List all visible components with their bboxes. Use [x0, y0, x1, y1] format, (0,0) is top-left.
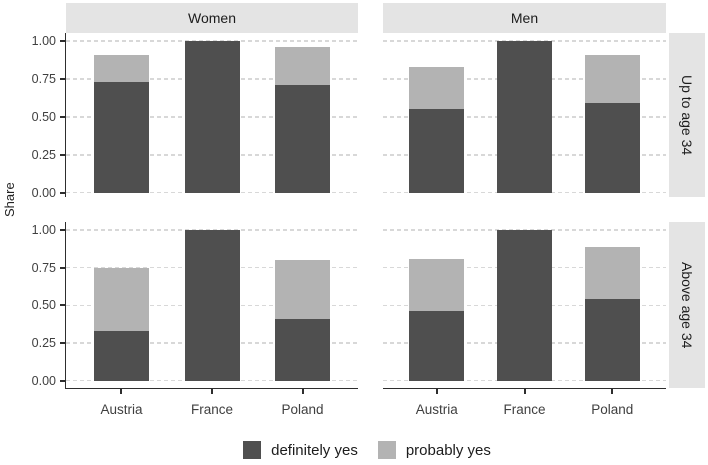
y-tick-label: 0.25 [31, 147, 56, 162]
x-axis-men: Austria France Poland [383, 389, 666, 419]
y-tick-mark [60, 40, 65, 42]
bar-poland-probably-yes [584, 54, 640, 104]
x-tick-label: France [190, 402, 234, 417]
y-axis-row-2: 0.00 0.25 0.50 0.75 1.00 [0, 222, 66, 388]
legend: definitely yes probably yes [0, 441, 708, 459]
legend-item-definitely-yes: definitely yes [243, 441, 358, 459]
bar-france-definitely-yes [497, 41, 552, 193]
y-tick-mark [60, 379, 65, 382]
bar-austria-probably-yes [93, 267, 149, 331]
legend-swatch-definitely-yes [243, 441, 262, 459]
x-tick-mark [611, 389, 614, 394]
y-tick-label: 1.00 [31, 223, 56, 237]
y-tick-mark [60, 191, 65, 194]
y-tick-mark [60, 304, 65, 307]
bar-austria-definitely-yes [93, 81, 149, 193]
facet-strip-up-to-age-34: Up to age 34 [669, 33, 705, 197]
legend-item-probably-yes: probably yes [377, 441, 491, 459]
facet-strip-women: Women [66, 3, 358, 33]
facet-strip-up-to-age-34-label: Up to age 34 [679, 74, 695, 156]
bar-austria-definitely-yes [93, 330, 149, 381]
legend-label-probably-yes: probably yes [405, 441, 491, 459]
x-tick-label: France [503, 402, 546, 417]
bar-austria-probably-yes [409, 66, 465, 110]
bar-poland-probably-yes [275, 47, 331, 85]
gridline [66, 191, 358, 194]
y-tick-label: 0.75 [31, 260, 56, 275]
gridline [66, 379, 358, 382]
x-axis-women: Austria France Poland [66, 389, 358, 419]
x-tick-label: Poland [281, 402, 324, 417]
legend-swatch-probably-yes [377, 441, 396, 459]
bar-poland-definitely-yes [275, 84, 331, 193]
bar-poland-definitely-yes [584, 299, 640, 381]
bar-austria-definitely-yes [409, 109, 465, 193]
x-tick-mark [301, 389, 304, 394]
x-tick-label: Austria [100, 402, 143, 417]
bar-france-definitely-yes [184, 41, 240, 193]
panel-men-above-age-34 [383, 222, 666, 388]
bar-france-definitely-yes [184, 230, 240, 381]
y-tick-label: 0.75 [31, 71, 56, 86]
y-tick-label: 0.50 [31, 298, 56, 313]
x-tick-mark [523, 389, 526, 394]
facet-strip-above-age-34: Above age 34 [669, 222, 705, 388]
legend-label-definitely-yes: definitely yes [271, 441, 358, 459]
panel-women-above-age-34 [66, 222, 358, 388]
x-axis-line-women [64, 387, 358, 389]
x-tick-mark [435, 389, 438, 394]
x-tick-mark [211, 389, 213, 394]
y-tick-mark [60, 115, 65, 118]
bar-poland-probably-yes [275, 260, 331, 319]
bar-austria-probably-yes [409, 258, 465, 312]
y-tick-label: 0.50 [31, 109, 56, 124]
y-axis-line-row-1 [64, 33, 67, 197]
bar-poland-definitely-yes [584, 103, 640, 193]
bar-austria-definitely-yes [409, 311, 465, 381]
bar-austria-probably-yes [93, 54, 149, 82]
facet-strip-men: Men [383, 3, 666, 33]
panel-men-up-to-age-34 [383, 33, 666, 197]
y-tick-mark [60, 77, 65, 80]
y-tick-label: 0.00 [31, 185, 56, 200]
gridline [383, 191, 666, 194]
x-axis-line-men [383, 387, 666, 389]
facet-strip-above-age-34-label: Above age 34 [679, 261, 695, 349]
x-tick-label: Poland [591, 402, 634, 417]
y-axis-line-row-2 [64, 222, 67, 388]
bar-poland-definitely-yes [275, 318, 331, 381]
y-tick-mark [60, 342, 65, 345]
y-tick-mark [60, 266, 65, 269]
y-axis-row-1: 0.00 0.25 0.50 0.75 1.00 [0, 33, 66, 200]
y-tick-label: 1.00 [31, 34, 56, 48]
gridline [383, 379, 666, 382]
panel-women-up-to-age-34 [66, 33, 358, 197]
bar-poland-probably-yes [584, 246, 640, 300]
bar-france-definitely-yes [497, 230, 552, 381]
y-tick-mark [60, 153, 65, 156]
y-tick-mark [60, 229, 65, 231]
y-tick-label: 0.25 [31, 336, 56, 351]
x-tick-label: Austria [415, 402, 458, 417]
y-tick-label: 0.00 [31, 373, 56, 388]
x-tick-mark [120, 389, 123, 394]
